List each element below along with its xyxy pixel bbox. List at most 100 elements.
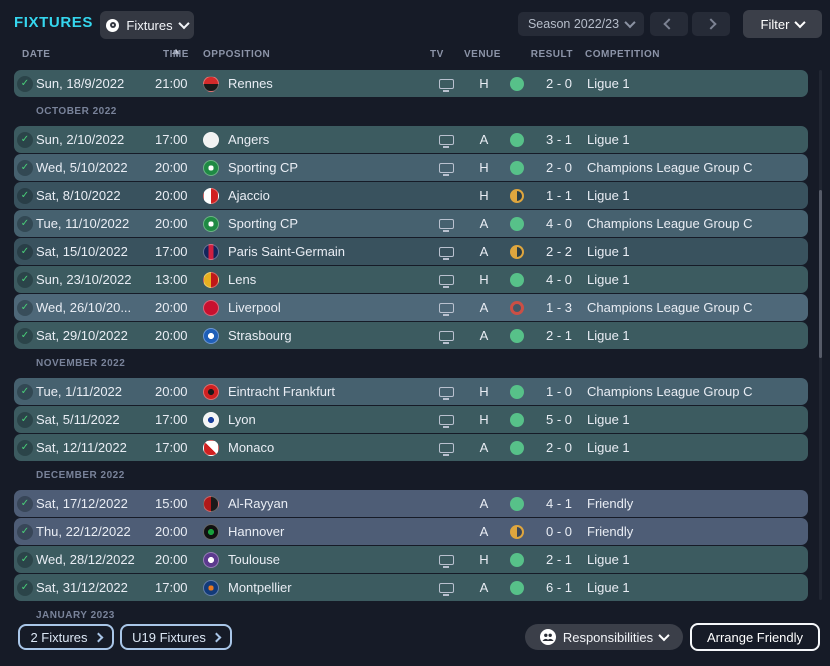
score: 2 - 0 [545,76,572,91]
previous-season-button[interactable] [650,12,688,36]
team-name: Liverpool [228,300,281,315]
venue-letter: A [479,300,489,315]
team-name: Eintracht Frankfurt [228,384,335,399]
scrollbar-thumb[interactable] [819,190,822,358]
fixture-row[interactable]: ✓ Sat, 15/10/2022 17:00 Paris Saint-Germain… [14,238,808,265]
view-selector-label: Fixtures [126,17,173,33]
fixture-row[interactable]: ✓ Wed, 28/12/2022 20:00 Toulouse H 2 - 1 Ligue… [14,546,808,573]
competition: Ligue 1 [587,412,630,427]
fixture-row[interactable]: ✓ Thu, 22/12/2022 20:00 Hannover A 0 - 0 Frien… [14,518,808,545]
fixture-date: Sat, 8/10/2022 [36,188,121,203]
column-header-time[interactable]: TIME [163,49,189,60]
score: 5 - 0 [545,412,572,427]
arrange-friendly-label: Arrange Friendly [706,629,804,645]
fixture-time: 17:00 [155,132,188,147]
season-selector-label: Season 2022/23 [527,17,620,31]
column-header-date[interactable]: DATE [22,49,51,60]
played-check-icon: ✓ [17,383,33,400]
team-badge-icon [203,187,219,204]
eye-icon [106,18,120,32]
fixture-row[interactable]: ✓ Sun, 23/10/2022 13:00 Lens H 4 - 0 Ligue 1 [14,266,808,293]
chevron-down-icon [658,629,670,642]
fixture-time: 20:00 [155,384,188,399]
result-win-icon [510,496,524,511]
tv-icon [439,555,454,568]
column-header-tv[interactable]: TV [430,49,444,60]
month-header: NOVEMBER 2022 [36,358,126,369]
filter-label: Filter [760,16,790,32]
competition: Ligue 1 [587,76,630,91]
fixture-date: Sat, 5/11/2022 [36,412,120,427]
venue-letter: A [479,328,489,343]
column-header-opposition[interactable]: OPPOSITION [203,49,271,60]
fixture-row[interactable]: ✓ Sat, 8/10/2022 20:00 Ajaccio H 1 - 1 Ligue 1 [14,182,808,209]
u19-fixtures-label: U19 Fixtures [132,629,206,645]
chevron-right-icon [705,18,717,30]
score: 3 - 1 [545,132,572,147]
chevron-down-icon [177,17,190,30]
team-name: Rennes [228,76,273,91]
column-header-competition[interactable]: COMPETITION [585,49,660,60]
fixture-row[interactable]: ✓ Sun, 2/10/2022 17:00 Angers A 3 - 1 Ligue 1 [14,126,808,153]
team-badge-icon [203,327,219,344]
fixture-row[interactable]: ✓ Tue, 11/10/2022 20:00 Sporting CP A 4 - 0 Ch… [14,210,808,237]
team-badge-icon [203,411,219,428]
competition: Ligue 1 [587,188,630,203]
filter-dropdown[interactable]: Filter [743,10,822,38]
column-header-result[interactable]: RESULT [530,49,573,60]
fixture-row[interactable]: ✓ Tue, 1/11/2022 20:00 Eintracht Frankfurt H… [14,378,808,405]
competition: Ligue 1 [587,552,630,567]
next-season-button[interactable] [692,12,730,36]
footer-bar: 2 Fixtures U19 Fixtures Responsibilities… [0,622,830,666]
season-selector-dropdown[interactable]: Season 2022/23 [518,12,644,36]
column-header-venue[interactable]: VENUE [464,49,501,60]
played-check-icon: ✓ [17,243,33,260]
venue-letter: A [479,244,489,259]
responsibilities-dropdown[interactable]: Responsibilities [525,624,683,650]
score: 2 - 1 [545,552,572,567]
score: 1 - 3 [545,300,572,315]
team-badge-icon [203,75,219,92]
page-title: FIXTURES [14,14,93,31]
fixture-row[interactable]: ✓ Sun, 18/9/2022 21:00 Rennes H 2 - 0 Ligue 1 [14,70,808,97]
fixture-date: Sun, 2/10/2022 [36,132,125,147]
team-name: Toulouse [228,552,281,567]
fixture-row[interactable]: ✓ Sat, 5/11/2022 17:00 Lyon H 5 - 0 Ligue 1 [14,406,808,433]
team-name: Sporting CP [228,216,299,231]
venue-letter: A [479,440,489,455]
competition: Ligue 1 [587,132,630,147]
view-selector-dropdown[interactable]: Fixtures [100,11,194,39]
month-fixtures-label: 2 Fixtures [30,629,88,645]
venue-letter: H [479,272,489,287]
fixture-row[interactable]: ✓ Sat, 12/11/2022 17:00 Monaco A 2 - 0 Ligue 1 [14,434,808,461]
fixture-row[interactable]: ✓ Wed, 5/10/2022 20:00 Sporting CP H 2 - 0 Cha… [14,154,808,181]
u19-fixtures-button[interactable]: U19 Fixtures [120,624,232,650]
tv-icon [439,443,454,456]
result-draw-icon [510,188,524,203]
arrange-friendly-button[interactable]: Arrange Friendly [690,623,820,651]
chevron-right-icon [211,632,222,642]
fixture-row[interactable]: ✓ Sat, 17/12/2022 15:00 Al-Rayyan A 4 - 1 Frie… [14,490,808,517]
tv-icon [439,247,454,260]
result-win-icon [510,328,524,343]
played-check-icon: ✓ [17,215,33,232]
played-check-icon: ✓ [17,411,33,428]
venue-letter: H [479,160,489,175]
score: 0 - 0 [545,524,572,539]
fixture-date: Wed, 26/10/20... [36,300,132,315]
fixture-date: Sat, 15/10/2022 [36,244,128,259]
venue-letter: A [479,216,489,231]
fixture-row[interactable]: ✓ Wed, 26/10/20... 20:00 Liverpool A 1 - 3 Cha… [14,294,808,321]
fixture-time: 20:00 [155,188,188,203]
fixture-time: 17:00 [155,412,188,427]
month-header: JANUARY 2023 [36,610,115,621]
competition: Ligue 1 [587,244,630,259]
fixture-row[interactable]: ✓ Sat, 31/12/2022 17:00 Montpellier A 6 - 1 Li… [14,574,808,601]
competition: Ligue 1 [587,328,630,343]
tv-icon [439,387,454,400]
fixture-time: 20:00 [155,328,188,343]
venue-letter: H [479,384,489,399]
team-badge-icon [203,131,219,148]
month-fixtures-button[interactable]: 2 Fixtures [18,624,114,650]
fixture-row[interactable]: ✓ Sat, 29/10/2022 20:00 Strasbourg A 2 - 1 Lig… [14,322,808,349]
